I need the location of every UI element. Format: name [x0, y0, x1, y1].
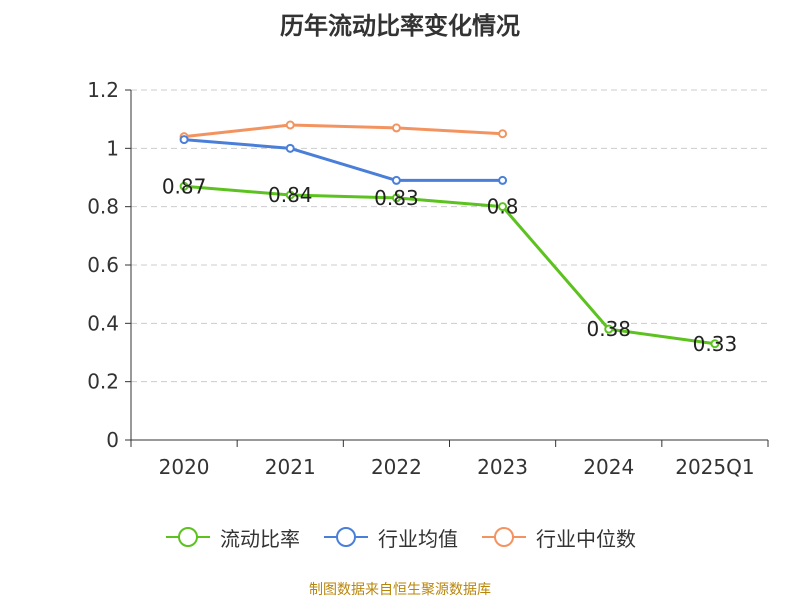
data-point	[498, 202, 508, 212]
x-tick-label: 2025Q1	[675, 455, 754, 479]
legend-item: 流动比率	[164, 523, 300, 552]
data-point	[604, 324, 614, 334]
data-labels: 0.87 0.84 0.83 0.8 0.38 0.33	[162, 174, 737, 356]
y-tick-label: 0.2	[87, 370, 119, 394]
data-point	[179, 181, 189, 191]
data-point	[285, 190, 295, 200]
data-point	[498, 175, 508, 185]
series-line	[183, 138, 503, 182]
x-tick-label: 2024	[583, 455, 634, 479]
grid-lines	[131, 89, 768, 383]
legend: 流动比率 行业均值 行业中位数	[0, 520, 800, 554]
series-lines	[179, 120, 720, 349]
data-point	[498, 129, 508, 139]
x-tick-label: 2020	[159, 455, 210, 479]
y-tick-label: 0.4	[87, 311, 119, 335]
y-tick-label: 1	[106, 136, 119, 160]
axes: 0 0.2 0.4 0.6 0.8 1 1.2 2020 2021 2022 2023 2024 202…	[87, 78, 769, 479]
data-point	[710, 339, 720, 349]
data-label: 0.87	[162, 174, 207, 198]
series-line	[183, 184, 716, 346]
y-tick-label: 0.6	[87, 253, 119, 277]
x-tick-label: 2021	[265, 455, 316, 479]
data-label: 0.38	[586, 317, 631, 341]
legend-item: 行业均值	[322, 523, 458, 552]
legend-item: 行业中位数	[480, 523, 636, 552]
data-point	[391, 193, 401, 203]
source-note: 制图数据来自恒生聚源数据库	[309, 582, 491, 598]
legend-label: 流动比率	[220, 526, 300, 551]
y-tick-label: 0	[106, 428, 119, 452]
legend-label: 行业中位数	[536, 526, 636, 551]
legend-marker	[482, 527, 526, 547]
y-tick-label: 0.8	[87, 195, 119, 219]
legend-label: 行业均值	[378, 526, 458, 551]
x-tick-label: 2022	[371, 455, 422, 479]
legend-marker	[166, 527, 210, 547]
data-point	[391, 175, 401, 185]
chart-title: 历年流动比率变化情况	[280, 12, 520, 40]
data-point	[285, 143, 295, 153]
x-tick-label: 2023	[477, 455, 528, 479]
data-label: 0.83	[374, 186, 419, 210]
data-point	[179, 135, 189, 145]
data-label: 0.84	[268, 183, 313, 207]
y-tick-label: 1.2	[87, 78, 119, 102]
data-point	[285, 120, 295, 130]
data-point	[391, 123, 401, 133]
legend-marker	[324, 527, 368, 547]
series-line	[183, 123, 503, 139]
data-label: 0.8	[487, 195, 519, 219]
data-label: 0.33	[693, 332, 738, 356]
